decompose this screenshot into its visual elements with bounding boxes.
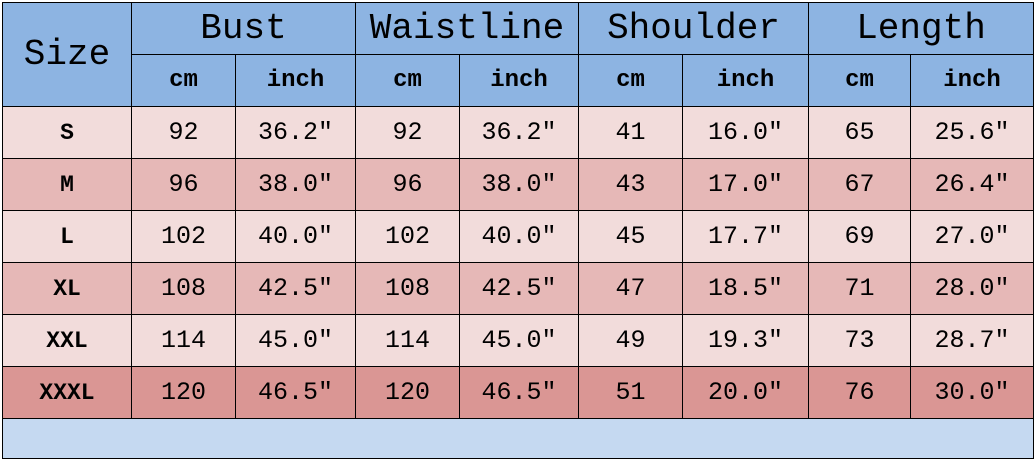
size-label: XXXL bbox=[2, 366, 132, 419]
table-cell: 102 bbox=[131, 210, 236, 263]
table-cell: 40.0″ bbox=[235, 210, 356, 263]
unit-header: cm bbox=[355, 54, 460, 107]
table-cell: 102 bbox=[355, 210, 460, 263]
table-cell: 36.2″ bbox=[235, 106, 356, 159]
size-label: XXL bbox=[2, 314, 132, 367]
table-cell: 51 bbox=[578, 366, 683, 419]
table-cell: 17.7″ bbox=[682, 210, 809, 263]
table-cell: 25.6″ bbox=[910, 106, 1034, 159]
table-cell: 36.2″ bbox=[459, 106, 579, 159]
table-cell: 28.7″ bbox=[910, 314, 1034, 367]
unit-header: inch bbox=[682, 54, 809, 107]
table-cell: 108 bbox=[131, 262, 236, 315]
size-header: Size bbox=[2, 2, 132, 107]
table-cell: 65 bbox=[808, 106, 911, 159]
table-cell: 30.0″ bbox=[910, 366, 1034, 419]
table-cell: 20.0″ bbox=[682, 366, 809, 419]
footer-row bbox=[2, 418, 1034, 459]
table-cell: 27.0″ bbox=[910, 210, 1034, 263]
unit-header: cm bbox=[131, 54, 236, 107]
table-cell: 28.0″ bbox=[910, 262, 1034, 315]
size-label: M bbox=[2, 158, 132, 211]
size-label: S bbox=[2, 106, 132, 159]
table-cell: 120 bbox=[131, 366, 236, 419]
table-cell: 108 bbox=[355, 262, 460, 315]
unit-header: inch bbox=[910, 54, 1034, 107]
group-header: Bust bbox=[131, 2, 356, 55]
table-cell: 114 bbox=[355, 314, 460, 367]
table-cell: 45 bbox=[578, 210, 683, 263]
unit-header: cm bbox=[578, 54, 683, 107]
table-cell: 38.0″ bbox=[459, 158, 579, 211]
unit-header: cm bbox=[808, 54, 911, 107]
table-cell: 92 bbox=[131, 106, 236, 159]
table-cell: 96 bbox=[355, 158, 460, 211]
table-cell: 67 bbox=[808, 158, 911, 211]
table-cell: 43 bbox=[578, 158, 683, 211]
table-cell: 71 bbox=[808, 262, 911, 315]
group-header: Length bbox=[808, 2, 1034, 55]
table-cell: 38.0″ bbox=[235, 158, 356, 211]
table-cell: 45.0″ bbox=[235, 314, 356, 367]
table-cell: 40.0″ bbox=[459, 210, 579, 263]
unit-header: inch bbox=[235, 54, 356, 107]
table-cell: 46.5″ bbox=[235, 366, 356, 419]
table-cell: 47 bbox=[578, 262, 683, 315]
table-cell: 18.5″ bbox=[682, 262, 809, 315]
table-cell: 16.0″ bbox=[682, 106, 809, 159]
table-cell: 46.5″ bbox=[459, 366, 579, 419]
table-cell: 49 bbox=[578, 314, 683, 367]
size-label: XL bbox=[2, 262, 132, 315]
unit-header: inch bbox=[459, 54, 579, 107]
table-cell: 26.4″ bbox=[910, 158, 1034, 211]
table-cell: 76 bbox=[808, 366, 911, 419]
table-cell: 42.5″ bbox=[459, 262, 579, 315]
table-cell: 73 bbox=[808, 314, 911, 367]
group-header: Shoulder bbox=[578, 2, 809, 55]
table-cell: 92 bbox=[355, 106, 460, 159]
table-cell: 96 bbox=[131, 158, 236, 211]
table-cell: 69 bbox=[808, 210, 911, 263]
size-label: L bbox=[2, 210, 132, 263]
table-cell: 114 bbox=[131, 314, 236, 367]
table-cell: 19.3″ bbox=[682, 314, 809, 367]
table-cell: 41 bbox=[578, 106, 683, 159]
table-cell: 120 bbox=[355, 366, 460, 419]
table-cell: 45.0″ bbox=[459, 314, 579, 367]
table-cell: 42.5″ bbox=[235, 262, 356, 315]
group-header: Waistline bbox=[355, 2, 579, 55]
table-cell: 17.0″ bbox=[682, 158, 809, 211]
